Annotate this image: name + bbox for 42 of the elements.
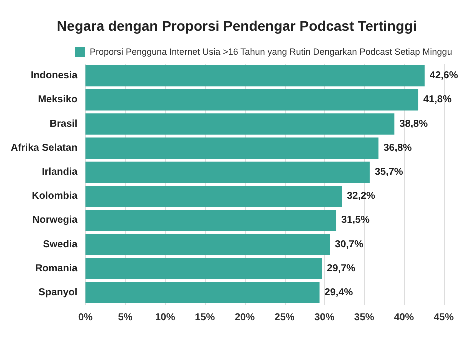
x-tick-label: 0%: [78, 312, 94, 324]
data-label: 38,8%: [400, 118, 428, 130]
y-tick-label: Norwegia: [32, 215, 78, 226]
legend-label: Proporsi Pengguna Internet Usia >16 Tahun yang Rutin Dengarkan Podcast Setiap Minggu: [90, 47, 452, 57]
data-label: 29,4%: [324, 287, 354, 298]
data-label: 41,8%: [424, 94, 452, 106]
y-tick-label: Afrika Selatan: [10, 142, 78, 154]
x-tick-label: 20%: [234, 312, 256, 324]
chart-title: Negara dengan Proporsi Pendengar Podcast Tertinggi: [57, 18, 417, 34]
y-tick-label: Indonesia: [31, 70, 78, 82]
bar: [86, 210, 337, 232]
data-label: 42,6%: [430, 70, 458, 82]
x-tick-label: 10%: [155, 312, 176, 324]
data-label: 32,2%: [347, 191, 376, 202]
y-tick-label: Brasil: [50, 118, 78, 130]
y-tick-label: Irlandia: [42, 166, 78, 178]
x-tick-label: 35%: [354, 312, 374, 324]
y-tick-label: Spanyol: [38, 287, 78, 298]
bar: [86, 114, 395, 135]
y-tick-label: Kolombia: [32, 191, 78, 202]
x-tick-label: 40%: [394, 312, 414, 324]
bar: [86, 162, 370, 184]
data-label: 36,8%: [384, 142, 412, 154]
x-tick-label: 45%: [434, 312, 454, 324]
y-tick-label: Swedia: [43, 239, 78, 250]
bar: [86, 186, 342, 208]
data-label: 35,7%: [374, 166, 404, 178]
data-label: 29,7%: [327, 263, 356, 274]
y-tick-label: Meksiko: [38, 94, 78, 106]
bar: [86, 258, 322, 280]
x-tick-label: 5%: [118, 312, 133, 324]
bar: [86, 138, 379, 159]
x-tick-label: 25%: [274, 312, 295, 324]
data-label: 30,7%: [335, 239, 364, 250]
y-tick-label: Romania: [35, 263, 78, 274]
bar: [86, 90, 419, 111]
x-tick-label: 15%: [195, 312, 216, 324]
x-tick-label: 30%: [314, 312, 335, 324]
bar: [86, 234, 330, 256]
data-label: 31,5%: [342, 215, 370, 226]
bar: [86, 65, 425, 87]
bar: [86, 282, 320, 304]
